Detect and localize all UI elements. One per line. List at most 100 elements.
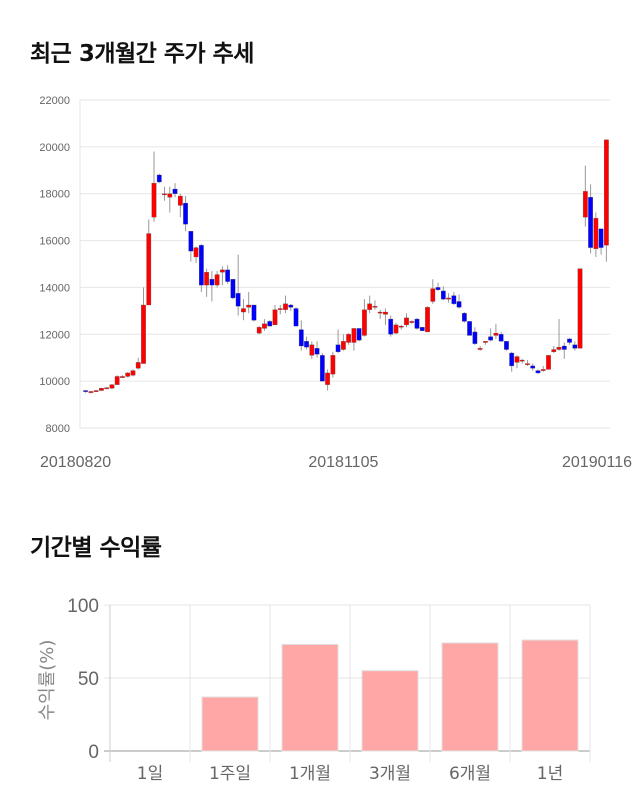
candle-up [309,344,315,356]
candle-down [388,318,394,335]
candle-up [446,297,451,300]
candle-up [593,218,599,249]
candle-up [220,269,225,273]
candle-down [298,329,304,347]
candle-up [604,139,609,246]
candle-up [262,323,267,329]
candle-up [330,355,336,375]
candlestick-chart: 8000 10000 12000 14000 16000 18000 20000 22000 2… [39,95,632,471]
candle-up [88,391,94,393]
candle-down [467,321,472,336]
candle-up [425,307,430,333]
candle-up [151,183,157,218]
x-tick-label: 20181105 [308,454,378,471]
candle-down [319,355,325,382]
bar-3개월 [361,670,419,752]
candle-up [551,349,557,353]
candle-up [167,193,173,198]
candle-up [341,341,346,350]
candle-up [204,272,209,286]
candle-up [162,193,167,196]
candle-up [193,247,199,258]
x-tick-label: 6개월 [449,764,491,784]
candle-up [483,341,488,343]
candle-up [283,303,288,310]
y-axis-label: 수익률(%) [37,640,58,721]
candle-up [372,306,378,308]
candle-down [414,318,420,329]
candle-up [272,309,278,326]
candle-up [409,321,415,323]
y-tick-label: 20000 [39,142,70,154]
candle-down [598,228,604,248]
candle-down [530,365,536,369]
candle-up [351,328,357,343]
candle-down [535,370,541,374]
y-tick-label: 22000 [39,95,70,107]
candle-down [572,344,578,349]
candle-down [293,308,299,327]
y-tick-label: 0 [88,742,99,763]
candle-up [477,348,483,350]
candle-down [561,345,567,350]
candle-up [99,388,104,391]
x-tick-label: 1일 [137,764,163,784]
candle-down [230,279,236,299]
candle-up [146,233,152,306]
candle-down [188,231,194,252]
candle-down [588,197,593,248]
candle-up [383,311,388,315]
candle-down [451,295,457,304]
y-tick-label: 16000 [39,236,70,248]
stock-trend-title: 최근 3개월간 주가 추세 [30,41,254,67]
candle-up [514,356,520,363]
candle-up [141,304,146,364]
candle-down [567,338,572,343]
period-returns-title: 기간별 수익률 [30,535,162,561]
candle-up [125,372,131,377]
candle-up [519,359,525,362]
candle-up [367,303,373,310]
candle-up [256,327,262,334]
candle-up [104,387,110,390]
candle-down [335,344,341,353]
candle-up [540,369,546,371]
candle-up [214,274,220,286]
candle-down [156,174,162,183]
bar-1년 [521,639,579,752]
candle-down [314,348,320,355]
candle-down [251,304,257,321]
candle-down [488,336,494,341]
x-tick-label: 20190116 [562,454,632,471]
candle-down [435,287,441,290]
y-tick-label: 18000 [39,189,70,201]
candle-up [577,268,583,349]
candle-up [135,362,141,369]
bar-6개월 [441,642,499,752]
candle-up [246,304,252,308]
candle-down [504,341,509,350]
bar-1주일 [201,696,259,752]
candle-down [209,279,215,286]
candle-down [356,328,362,341]
candle-down [304,341,309,348]
candle-up [404,317,409,326]
candle-up [120,376,125,378]
candle-down [461,313,467,322]
candle-up [525,363,530,365]
candle-up [398,325,404,328]
candle-up [556,347,562,350]
candle-down [498,334,504,342]
candle-up [346,334,351,343]
x-tick-label: 20180820 [40,454,111,471]
candle-up [362,309,367,336]
candle-down [83,390,88,392]
candle-up [430,288,436,302]
y-tick-label: 12000 [39,329,70,341]
candle-down [472,331,478,344]
candle-down [172,188,178,194]
candle-up [377,311,383,314]
candle-up [93,390,99,392]
x-tick-label: 1주일 [209,764,251,784]
